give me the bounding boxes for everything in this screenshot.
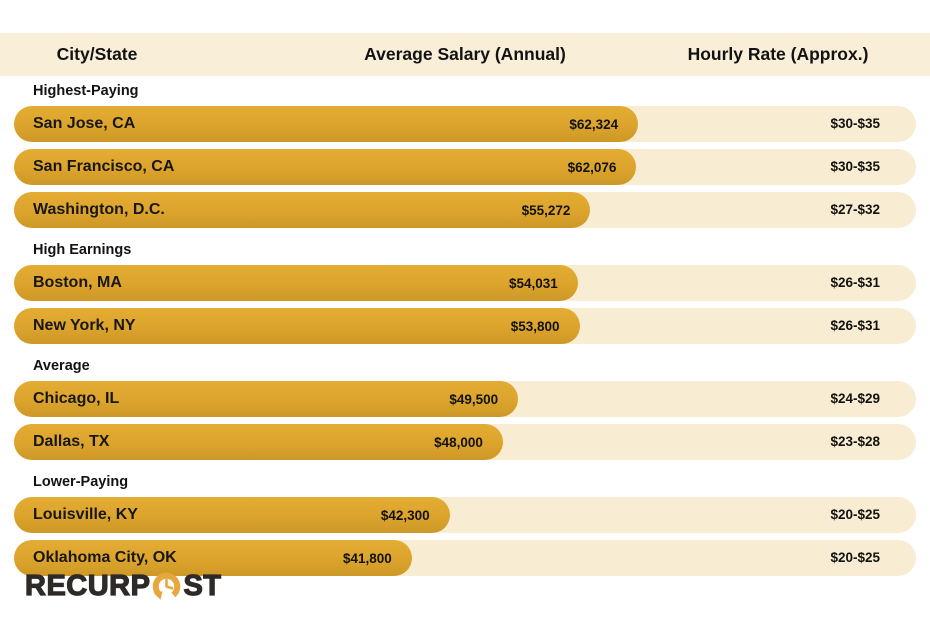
- hourly-rate-value: $23-$28: [830, 434, 880, 449]
- salary-bar: Boston, MA $54,031: [14, 265, 578, 301]
- salary-bar: Washington, D.C. $55,272: [14, 192, 591, 228]
- hourly-rate-value: $24-$29: [830, 391, 880, 406]
- section-label-high-earnings: High Earnings: [33, 242, 132, 258]
- city-label: Washington, D.C.: [33, 201, 165, 218]
- city-label: Louisville, KY: [33, 506, 138, 523]
- salary-value: $41,800: [342, 550, 392, 566]
- bar-track: San Jose, CA $62,324 $30-$35: [14, 106, 916, 142]
- salary-value: $49,500: [449, 391, 499, 407]
- logo-text-left: RECURP: [24, 569, 151, 602]
- salary-value: $62,324: [569, 116, 619, 132]
- city-label: Chicago, IL: [33, 390, 120, 407]
- salary-value: $55,272: [521, 202, 571, 218]
- salary-value: $54,031: [508, 275, 558, 291]
- salary-bar: Louisville, KY $42,300: [14, 497, 450, 533]
- recurpost-logo: RECURP ST: [24, 568, 222, 604]
- city-label: Oklahoma City, OK: [33, 549, 177, 566]
- logo-text-right: ST: [183, 569, 222, 602]
- bar-track: Oklahoma City, OK $41,800 $20-$25: [14, 540, 916, 576]
- bar-track: Louisville, KY $42,300 $20-$25: [14, 497, 916, 533]
- clock-history-icon: [153, 572, 181, 600]
- column-header-hourly: Hourly Rate (Approx.): [687, 44, 869, 64]
- bar-track: Dallas, TX $48,000 $23-$28: [14, 424, 916, 460]
- city-label: San Jose, CA: [33, 115, 136, 132]
- city-label: New York, NY: [33, 317, 136, 334]
- salary-bar: San Francisco, CA $62,076: [14, 149, 637, 185]
- salary-bar: Oklahoma City, OK $41,800: [14, 540, 412, 576]
- salary-bar: Chicago, IL $49,500: [14, 381, 519, 417]
- section-label-lower-paying: Lower-Paying: [33, 474, 129, 490]
- hourly-rate-value: $27-$32: [830, 202, 880, 217]
- section-label-average: Average: [33, 358, 90, 374]
- hourly-rate-value: $30-$35: [830, 116, 880, 131]
- salary-bar: Dallas, TX $48,000: [14, 424, 503, 460]
- salary-value: $53,800: [510, 318, 560, 334]
- hourly-rate-value: $26-$31: [830, 275, 880, 290]
- bar-track: San Francisco, CA $62,076 $30-$35: [14, 149, 916, 185]
- city-label: Boston, MA: [33, 274, 122, 291]
- salary-value: $42,300: [380, 507, 430, 523]
- hourly-rate-value: $20-$25: [830, 507, 880, 522]
- salary-bar: New York, NY $53,800: [14, 308, 580, 344]
- city-label: San Francisco, CA: [33, 158, 175, 175]
- section-label-highest-paying: Highest-Paying: [33, 83, 139, 99]
- table-header-band: City/State Average Salary (Annual) Hourl…: [0, 33, 930, 76]
- salary-value: $48,000: [434, 434, 483, 450]
- bar-track: Chicago, IL $49,500 $24-$29: [14, 381, 916, 417]
- chart-body: Highest-Paying San Jose, CA $62,324 $30-…: [0, 76, 930, 583]
- hourly-rate-value: $26-$31: [830, 318, 880, 333]
- bar-track: Washington, D.C. $55,272 $27-$32: [14, 192, 916, 228]
- column-header-city: City/State: [56, 44, 138, 64]
- salary-value: $62,076: [567, 159, 617, 175]
- column-header-salary: Average Salary (Annual): [364, 44, 566, 64]
- bar-track: New York, NY $53,800 $26-$31: [14, 308, 916, 344]
- bar-track: Boston, MA $54,031 $26-$31: [14, 265, 916, 301]
- hourly-rate-value: $20-$25: [830, 550, 880, 565]
- hourly-rate-value: $30-$35: [830, 159, 880, 174]
- salary-bar: San Jose, CA $62,324: [14, 106, 639, 142]
- city-label: Dallas, TX: [33, 433, 110, 450]
